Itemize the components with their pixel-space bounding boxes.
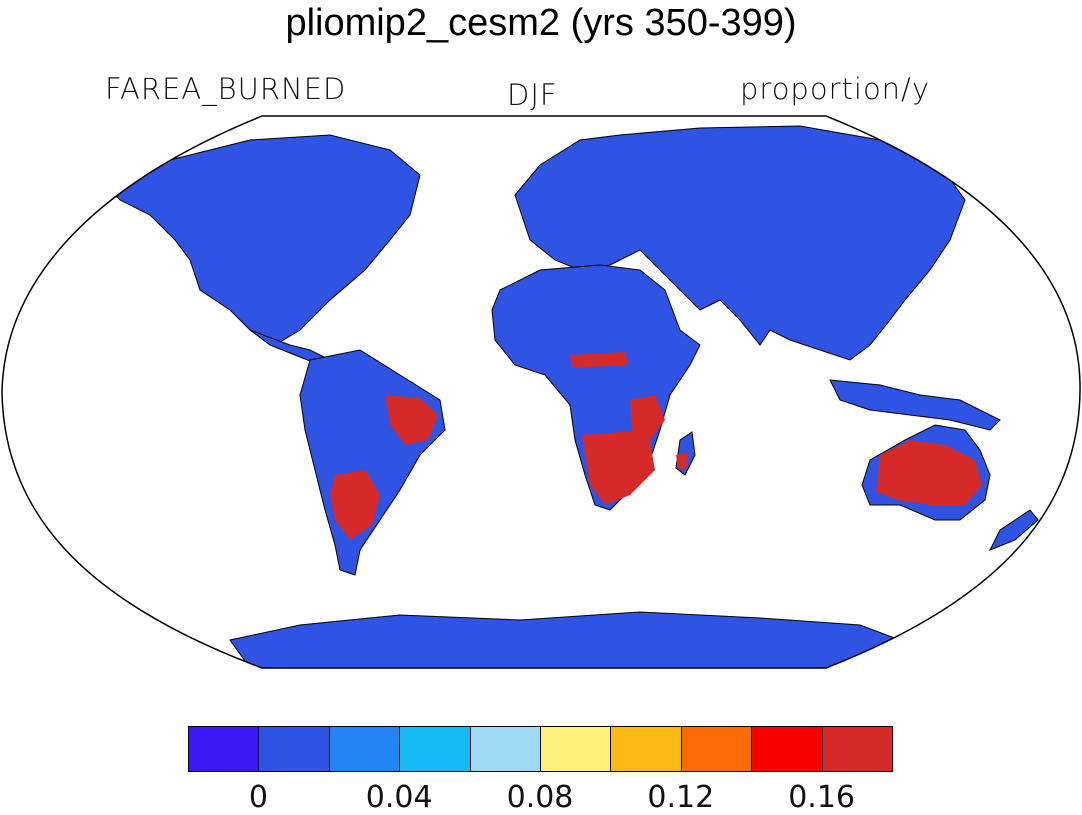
colorbar-tick-label: 0.08 — [506, 780, 574, 815]
colorbar-swatch — [188, 726, 260, 772]
burn-australia — [876, 440, 982, 505]
colorbar-swatch — [258, 726, 330, 772]
colorbar-swatch — [821, 726, 893, 772]
antarctica-land — [229, 611, 901, 668]
eurasia-land — [514, 125, 966, 361]
colorbar-swatch — [610, 726, 682, 772]
colorbar-swatch — [751, 726, 823, 772]
colorbar-swatch — [540, 726, 612, 772]
burn-africa-sahel — [570, 352, 628, 368]
colorbar-tick-label: 0.04 — [365, 780, 433, 815]
colorbar-swatch — [399, 726, 471, 772]
burn-africa-east — [630, 395, 665, 440]
burn-africa-south — [582, 430, 655, 505]
new-zealand-land — [988, 509, 1039, 551]
north-america-land — [109, 134, 421, 346]
colorbar-tick-label: 0 — [248, 780, 268, 815]
map-title: pliomip2_cesm2 (yrs 350-399) — [285, 2, 797, 44]
colorbar-swatch — [469, 726, 541, 772]
colorbar-swatch — [680, 726, 753, 772]
season-label: DJF — [507, 78, 558, 112]
colorbar-swatch — [328, 726, 401, 772]
burn-south-america-brazil — [385, 395, 438, 445]
south-america-land — [299, 349, 446, 576]
maritime-asia-land — [829, 379, 1001, 431]
colorbar-tick-label: 0.16 — [788, 780, 855, 815]
variable-name: FAREA_BURNED — [105, 72, 347, 106]
burn-south-america-south — [330, 470, 380, 540]
globe-outline — [1, 115, 1081, 669]
burn-madagascar — [676, 452, 688, 470]
colorbar-tick-label: 0.12 — [647, 780, 715, 815]
units-label: proportion/y — [740, 72, 930, 106]
